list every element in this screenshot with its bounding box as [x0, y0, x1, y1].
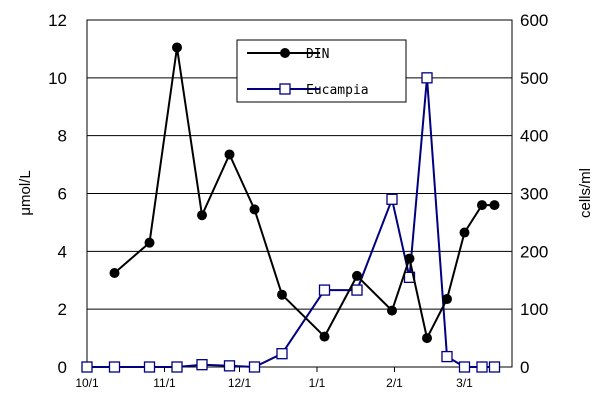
data-point-eucampia	[458, 361, 471, 373]
data-point-din	[422, 333, 432, 344]
data-point-eucampia	[351, 284, 363, 296]
data-point-din	[277, 289, 287, 300]
y-right-tick-label: 100	[520, 300, 548, 319]
x-tick-label: 2/1	[386, 376, 403, 390]
data-point-eucampia	[143, 361, 156, 373]
data-point-eucampia	[421, 72, 433, 84]
data-point-din	[224, 149, 235, 160]
data-point-eucampia	[171, 361, 183, 373]
y-left-axis-title: μmol/L	[17, 170, 34, 215]
legend: DIN Eucampia	[236, 39, 407, 103]
legend-marker-din	[280, 48, 290, 58]
y-left-tick-label: 2	[58, 300, 67, 319]
data-point-eucampia	[276, 348, 288, 360]
data-point-eucampia	[196, 359, 208, 371]
y-right-tick-label: 300	[520, 185, 548, 204]
data-point-din	[477, 200, 487, 211]
data-point-din	[249, 204, 260, 215]
data-point-din	[404, 253, 415, 264]
data-point-din	[489, 200, 500, 211]
legend-marker-eucampia	[279, 83, 291, 95]
y-left-tick-label: 8	[58, 127, 67, 146]
y-right-tick-label: 500	[520, 69, 548, 88]
y-left-tick-label: 10	[48, 69, 67, 88]
data-point-din	[172, 42, 182, 53]
y-right-axis-title: cells/ml	[577, 168, 594, 218]
y-left-tick-label: 12	[48, 11, 67, 30]
y-left-tick-label: 6	[58, 185, 67, 204]
data-point-din	[352, 270, 362, 281]
x-tick-label: 11/1	[153, 376, 176, 390]
data-point-din	[197, 210, 207, 221]
data-point-eucampia	[318, 284, 331, 296]
data-point-eucampia	[81, 361, 93, 373]
data-point-eucampia	[476, 361, 488, 373]
data-point-din	[319, 331, 330, 342]
data-point-eucampia	[248, 361, 261, 373]
data-point-din	[442, 294, 452, 305]
y-right-tick-label: 0	[520, 358, 529, 377]
data-point-din	[144, 237, 155, 248]
data-point-din	[387, 305, 397, 316]
data-point-eucampia	[386, 193, 398, 205]
data-point-eucampia	[108, 361, 121, 373]
data-point-eucampia	[488, 361, 501, 373]
data-point-din	[459, 227, 470, 238]
y-right-tick-label: 200	[520, 242, 548, 261]
x-tick-label: 3/1	[456, 376, 473, 390]
legend-label-din: DIN	[306, 47, 329, 62]
data-point-eucampia	[441, 350, 453, 363]
axis-ticks: 0 2 4 6 8 10 12 0 100 200 300 400 500 600 10/1 11/1 12/1…	[48, 11, 548, 390]
y-right-tick-label: 600	[520, 11, 548, 30]
series	[81, 42, 501, 373]
data-point-din	[109, 268, 120, 279]
x-tick-label: 12/1	[228, 376, 252, 390]
x-tick-label: 1/1	[309, 376, 326, 390]
legend-box	[236, 39, 407, 103]
data-point-eucampia	[223, 360, 236, 372]
y-right-tick-label: 400	[520, 127, 548, 146]
x-tick-label: 10/1	[75, 376, 99, 390]
legend-label-eucampia: Eucampia	[306, 83, 369, 98]
series-line-din	[113, 46, 495, 340]
y-left-tick-label: 4	[58, 242, 67, 261]
y-left-tick-label: 0	[58, 358, 67, 377]
